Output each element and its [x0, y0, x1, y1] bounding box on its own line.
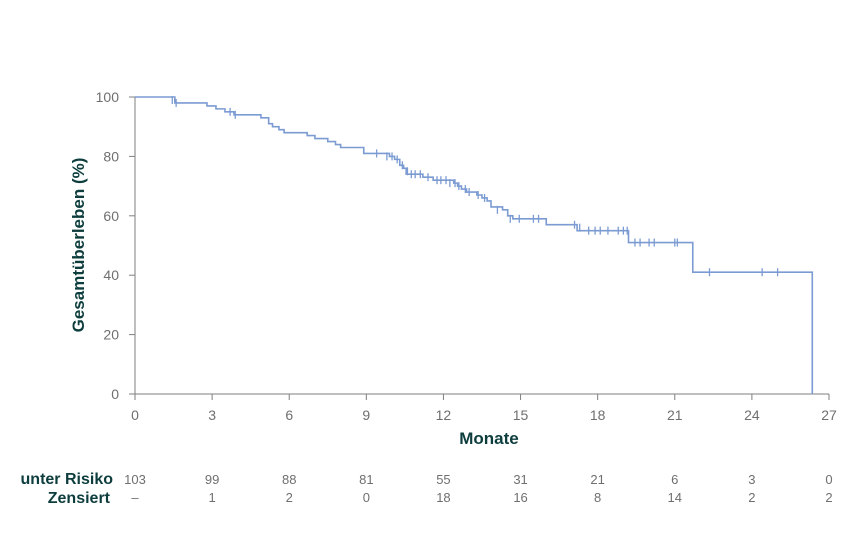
censored-value: 2	[748, 490, 755, 505]
at-risk-value: 31	[513, 472, 527, 487]
y-tick-label-80: 80	[103, 148, 119, 164]
at-risk-value: 3	[748, 472, 755, 487]
x-tick-label-21: 21	[667, 407, 683, 423]
y-tick-label-100: 100	[96, 89, 120, 105]
x-tick-label-0: 0	[131, 407, 139, 423]
at-risk-value: 81	[359, 472, 373, 487]
censored-value: 1	[208, 490, 215, 505]
x-tick-label-24: 24	[744, 407, 760, 423]
y-tick-label-40: 40	[103, 267, 119, 283]
risk-row-label-at-risk: unter Risiko	[21, 471, 114, 488]
at-risk-value: 0	[825, 472, 832, 487]
censored-value: 14	[668, 490, 682, 505]
x-axis-title: Monate	[459, 429, 519, 448]
risk-row-label-censored: Zensiert	[48, 490, 111, 507]
x-tick-label-15: 15	[513, 407, 529, 423]
at-risk-value: 99	[205, 472, 219, 487]
axes: 0 20 40 60 80 100 0 3 6 9 12 15 18 21 24 27	[96, 89, 837, 423]
censor-marks-group	[171, 95, 779, 277]
censored-value: 0	[363, 490, 370, 505]
x-tick-label-12: 12	[436, 407, 452, 423]
censored-value: –	[131, 490, 139, 505]
censored-value: 8	[594, 490, 601, 505]
risk-table: unter Risiko Zensiert 103 99 88 81 55 31 21 6 3 0…	[21, 471, 833, 507]
censored-value: 18	[436, 490, 450, 505]
at-risk-value: 6	[671, 472, 678, 487]
y-tick-label-60: 60	[103, 208, 119, 224]
x-tick-label-27: 27	[821, 407, 837, 423]
survival-curve-group	[135, 96, 814, 394]
censored-value: 16	[513, 490, 527, 505]
x-tick-label-9: 9	[362, 407, 370, 423]
censored-value: 2	[825, 490, 832, 505]
y-axis-title: Gesamtüberleben (%)	[69, 158, 88, 333]
at-risk-value: 55	[436, 472, 450, 487]
survival-curve-line	[135, 96, 814, 394]
at-risk-value: 103	[124, 472, 146, 487]
y-tick-label-20: 20	[103, 327, 119, 343]
x-tick-label-3: 3	[208, 407, 216, 423]
y-tick-label-0: 0	[111, 386, 119, 402]
at-risk-value: 88	[282, 472, 296, 487]
x-tick-label-6: 6	[285, 407, 293, 423]
at-risk-value: 21	[590, 472, 604, 487]
x-tick-label-18: 18	[590, 407, 606, 423]
censored-value: 2	[286, 490, 293, 505]
